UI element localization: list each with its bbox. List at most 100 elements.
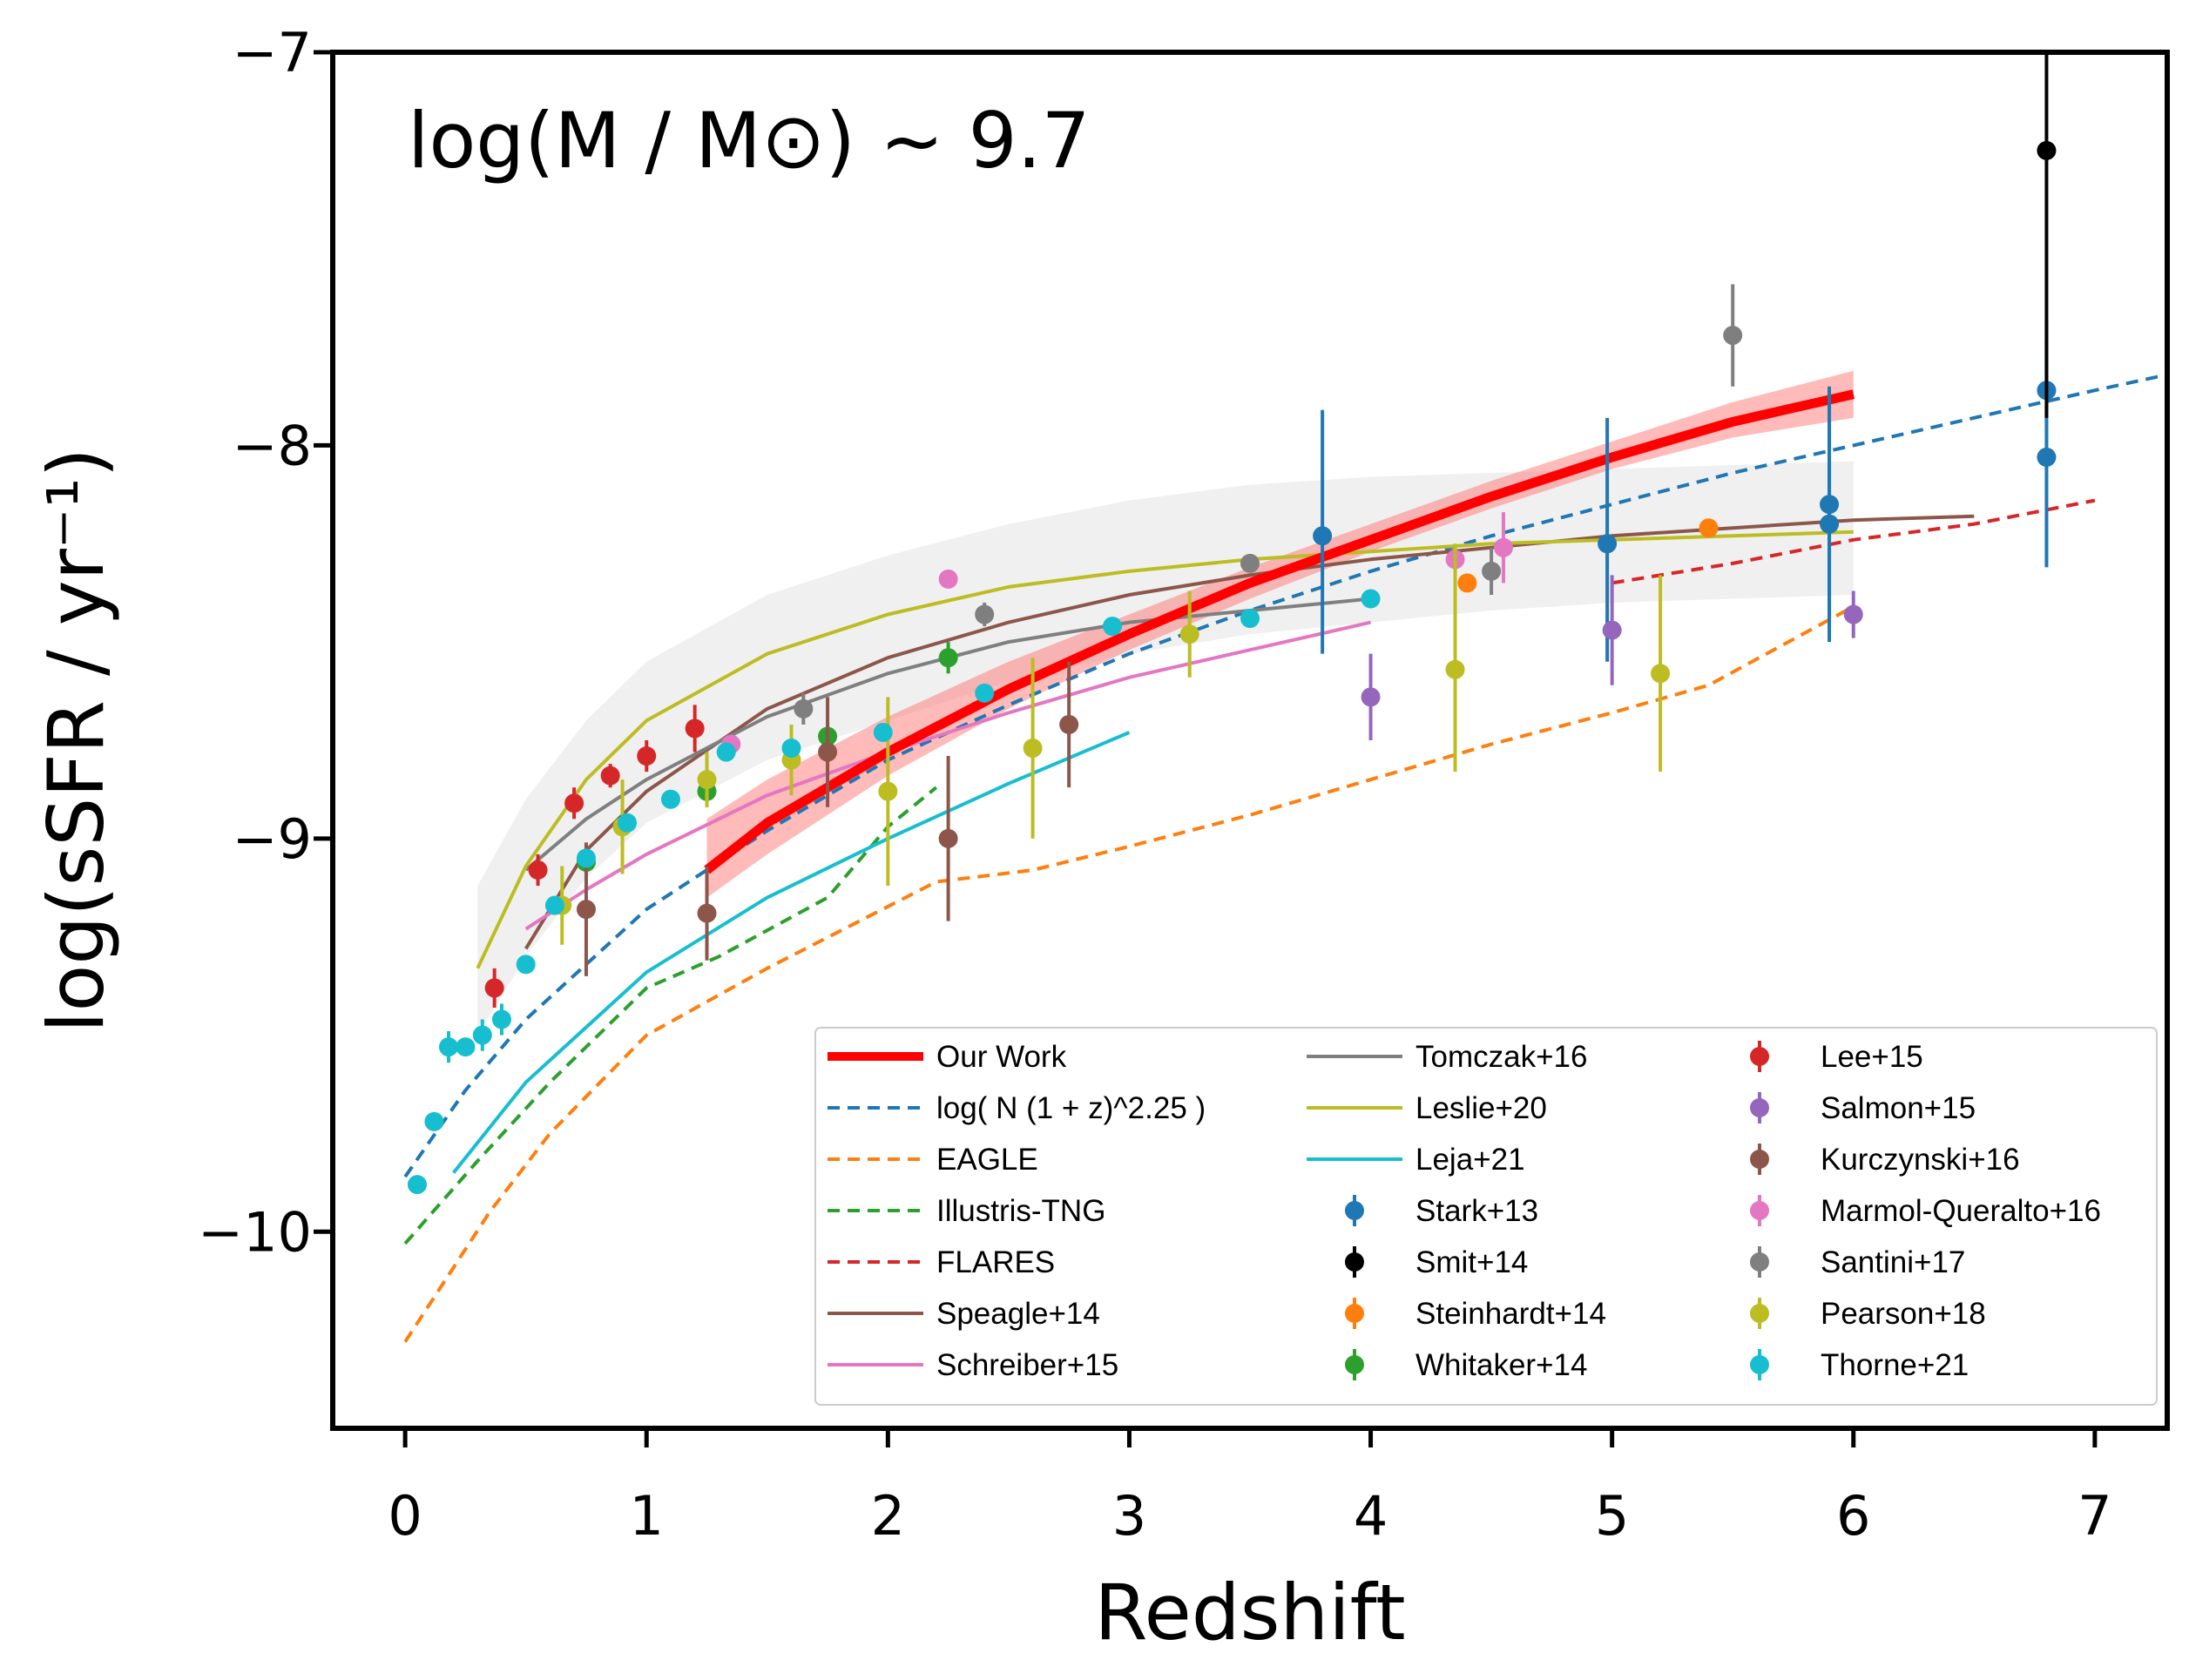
legend-label: Schreiber+15 [936,1348,1118,1382]
legend-item-kurczynski-16: Kurczynski+16 [1750,1143,2020,1177]
y-tick-label: −10 [198,1200,312,1264]
legend-item-flares: FLARES [828,1245,1055,1279]
data-point [576,848,596,868]
band-speagle-14-scatter [477,461,1854,1036]
data-point [716,742,736,762]
data-point [1240,553,1260,573]
data-point [975,604,995,624]
annotation-mass-bin: log(M / M⊙) ~ 9.7 [408,96,1091,186]
legend-item-illustris-tng: Illustris-TNG [828,1194,1105,1228]
series-points-thorne-21 [407,589,1381,1195]
legend-item-marmol-queralto-16: Marmol-Queralto+16 [1750,1194,2101,1228]
legend-box [814,1027,2158,1406]
data-point [1361,589,1381,609]
series-line-log-n-1-z-2-25 [403,373,2167,1178]
data-point [564,793,584,813]
data-point [1723,326,1743,346]
data-point [685,719,705,739]
data-point [1179,624,1199,644]
data-point [1699,518,1719,538]
series-line-illustris-tng [403,786,938,1245]
legend-item-whitaker-14: Whitaker+14 [1345,1348,1587,1382]
legend-label: Marmol-Queralto+16 [1821,1194,2101,1228]
x-tick-label: 2 [871,1484,905,1548]
plot-frame [330,50,2170,1431]
legend: Our Work log( N (1 + z)^2.25 ) EAGLE Illust… [814,1027,2158,1406]
y-tick-label: −8 [233,414,312,477]
x-tick-label: 5 [1595,1484,1629,1548]
legend-label: FLARES [936,1245,1055,1279]
x-axis-title: Redshift [1094,1568,1405,1657]
data-point [1843,604,1863,624]
legend-label: log( N (1 + z)^2.25 ) [936,1091,1206,1125]
legend-swatch-marker [1750,1304,1769,1323]
data-point [878,781,898,801]
x-axis: 0 1 2 3 4 5 6 7 [388,1428,2112,1548]
data-point [491,1009,511,1029]
x-tick-label: 4 [1354,1484,1388,1548]
series-points-lee-15 [484,705,705,1008]
data-point [1445,659,1465,679]
data-point [1820,514,1840,534]
data-point [484,978,504,998]
data-point [456,1037,476,1057]
data-point [818,742,838,762]
legend-label: Leja+21 [1415,1143,1525,1177]
legend-item-pearson-18: Pearson+18 [1750,1297,1986,1331]
x-tick-label: 3 [1112,1484,1146,1548]
data-point [660,789,680,809]
data-point [1023,739,1043,759]
legend-swatch-marker [1345,1304,1364,1323]
x-tick-label: 6 [1836,1484,1870,1548]
legend-item-tomczak-16: Tomczak+16 [1307,1040,1587,1074]
legend-item-speagle-14: Speagle+14 [828,1297,1100,1331]
x-tick-label: 7 [2078,1484,2111,1548]
legend-swatch-marker [1345,1355,1364,1374]
legend-swatch-marker [1750,1047,1769,1066]
series-line-leslie-20 [476,530,1854,969]
data-point [439,1037,459,1057]
legend-label: Steinhardt+14 [1415,1297,1606,1331]
legend-item-our-work: Our Work [828,1040,1067,1074]
series-points-smit-14 [2037,52,2057,418]
legend-label: Illustris-TNG [936,1194,1105,1228]
data-point [576,900,596,920]
data-point [528,860,548,880]
legend-label: Santini+17 [1821,1245,1965,1279]
legend-swatch-marker [1345,1201,1364,1220]
legend-item-steinhardt-14: Steinhardt+14 [1345,1297,1606,1331]
legend-label: Leslie+20 [1415,1091,1547,1125]
data-point [938,648,958,668]
legend-swatch-marker [1345,1252,1364,1272]
data-point [975,683,995,703]
data-point [2037,140,2057,160]
legend-swatch-marker [1750,1252,1769,1272]
data-point [781,739,801,759]
series-points-marmol-queralto-16 [721,512,1513,754]
legend-item-eagle: EAGLE [828,1143,1038,1177]
legend-label: EAGLE [936,1143,1038,1177]
data-point [407,1175,427,1195]
series-line-tomczak-16 [524,597,1371,872]
legend-swatch-marker [1750,1098,1769,1117]
legend-item-leja-21: Leja+21 [1307,1143,1525,1177]
legend-label: Thorne+21 [1821,1348,1969,1382]
data-point [544,895,564,915]
data-point [873,722,893,742]
series-points-salmon-15 [1361,575,1863,740]
data-point [1651,664,1671,684]
legend-label: Kurczynski+16 [1821,1143,2020,1177]
y-tick-label: −7 [233,21,312,84]
data-point [1361,687,1381,707]
data-point [1240,609,1260,629]
legend-swatch-marker [1750,1150,1769,1169]
data-point [1313,526,1333,546]
series-points-santini-17 [794,284,1743,725]
series-line-flares [1611,498,2096,585]
series-line-leja-21 [452,731,1131,1174]
data-point [938,828,958,848]
data-point [2037,447,2057,467]
legend-label: Lee+15 [1821,1040,1923,1074]
data-point [618,813,638,833]
